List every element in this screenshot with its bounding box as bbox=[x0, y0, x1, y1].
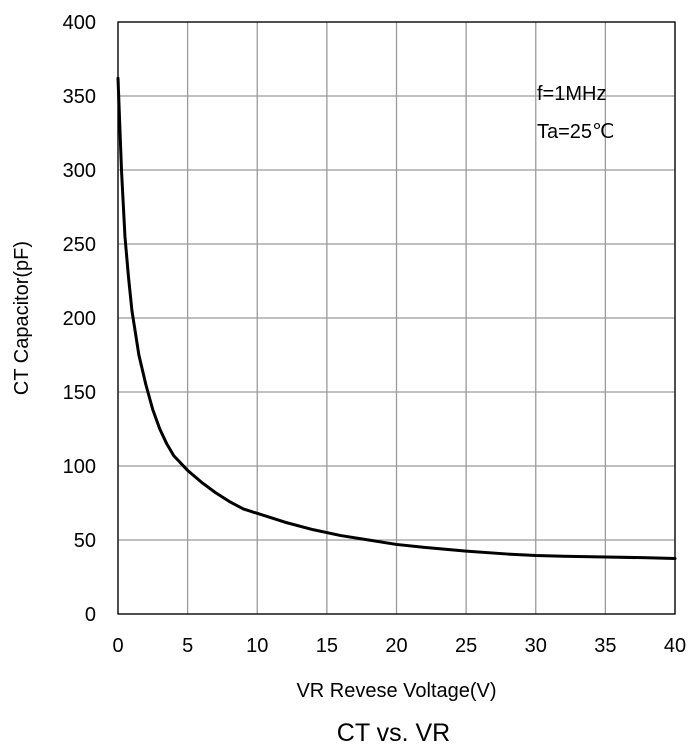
y-tick-label: 350 bbox=[63, 86, 96, 108]
y-tick-label: 400 bbox=[63, 12, 96, 34]
y-axis-title: CT Capacitor(pF) bbox=[11, 241, 33, 395]
plot-area-frame bbox=[117, 21, 676, 615]
x-tick-label: 10 bbox=[246, 635, 268, 657]
y-tick-label: 250 bbox=[63, 234, 96, 256]
x-tick-label: 20 bbox=[385, 635, 407, 657]
chart-title: CT vs. VR bbox=[337, 719, 450, 747]
y-tick-label: 200 bbox=[63, 308, 96, 330]
x-axis-title: VR Revese Voltage(V) bbox=[296, 680, 496, 702]
x-tick-label: 35 bbox=[594, 635, 616, 657]
x-tick-label: 15 bbox=[316, 635, 338, 657]
y-tick-label: 300 bbox=[63, 160, 96, 182]
x-tick-label: 40 bbox=[664, 635, 686, 657]
x-tick-label: 30 bbox=[525, 635, 547, 657]
y-tick-label: 0 bbox=[85, 604, 96, 626]
y-tick-label: 50 bbox=[74, 530, 96, 552]
x-tick-label: 25 bbox=[455, 635, 477, 657]
annotation-temperature: Ta=25℃ bbox=[537, 121, 615, 143]
annotation-frequency: f=1MHz bbox=[537, 83, 606, 105]
x-tick-label: 5 bbox=[182, 635, 193, 657]
x-tick-label: 0 bbox=[112, 635, 123, 657]
y-tick-label: 100 bbox=[63, 456, 96, 478]
series-line bbox=[116, 76, 677, 560]
y-tick-label: 150 bbox=[63, 382, 96, 404]
